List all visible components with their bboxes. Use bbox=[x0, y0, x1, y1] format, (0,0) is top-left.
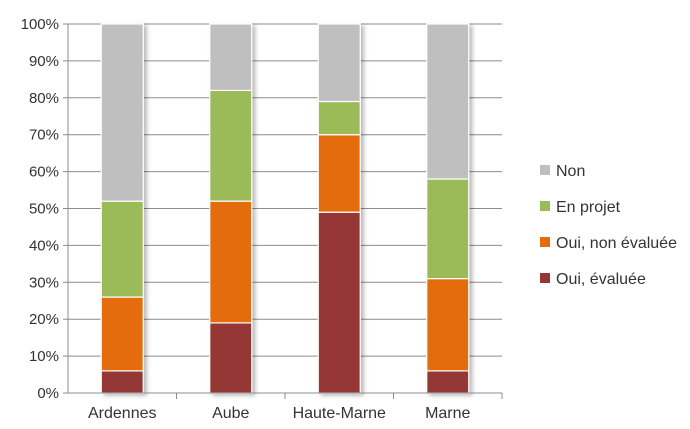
x-tick-label: Haute-Marne bbox=[293, 405, 386, 422]
bar-segment bbox=[426, 278, 470, 372]
bar-segment bbox=[100, 200, 144, 298]
y-tick-label: 70% bbox=[29, 127, 59, 144]
x-tick-label: Aube bbox=[212, 405, 249, 422]
y-tick-label: 50% bbox=[29, 201, 59, 218]
bar-stack-ardennes bbox=[100, 23, 144, 394]
bar-segment bbox=[100, 296, 144, 372]
legend-label: Non bbox=[556, 163, 585, 180]
bar-stack-aube bbox=[209, 23, 253, 394]
legend-label: Oui, non évaluée bbox=[556, 235, 677, 252]
bar-segment bbox=[317, 100, 361, 136]
y-tick-label: 10% bbox=[29, 348, 59, 365]
y-tick-label: 100% bbox=[21, 16, 59, 33]
y-tick-label: 30% bbox=[29, 274, 59, 291]
legend-swatch bbox=[540, 237, 550, 247]
bar-segment bbox=[317, 23, 361, 103]
y-tick-label: 90% bbox=[29, 53, 59, 70]
legend-swatch bbox=[540, 273, 550, 283]
legend: Non En projet Oui, non évaluée Oui, évaluée bbox=[540, 163, 677, 288]
legend-label: Oui, évaluée bbox=[556, 271, 646, 288]
legend-swatch bbox=[540, 165, 550, 175]
bar-segment bbox=[100, 23, 144, 202]
axes: 0% 10% 20% 30% 40% 50% 60% 70% 80% 90% 100% Ardenne… bbox=[21, 16, 503, 422]
y-tick-label: 0% bbox=[37, 385, 59, 402]
x-tick-label: Marne bbox=[425, 405, 470, 422]
bar-segment bbox=[317, 134, 361, 213]
bar-segment bbox=[209, 23, 253, 92]
bar-segment bbox=[209, 322, 253, 394]
y-tick-label: 60% bbox=[29, 164, 59, 181]
legend-label: En projet bbox=[556, 199, 621, 216]
bar-segment bbox=[426, 370, 470, 394]
bar-stack-haute-marne bbox=[317, 23, 361, 394]
bar-segment bbox=[426, 178, 470, 280]
bar-segment bbox=[426, 23, 470, 180]
bar-segment bbox=[317, 211, 361, 394]
y-tick-label: 20% bbox=[29, 311, 59, 328]
x-tick-label: Ardennes bbox=[88, 405, 157, 422]
bar-segment bbox=[100, 370, 144, 394]
bars bbox=[100, 23, 470, 394]
y-tick-label: 80% bbox=[29, 90, 59, 107]
bar-stack-marne bbox=[426, 23, 470, 394]
y-tick-label: 40% bbox=[29, 237, 59, 254]
legend-swatch bbox=[540, 201, 550, 211]
bar-segment bbox=[209, 200, 253, 324]
bar-segment bbox=[209, 89, 253, 202]
